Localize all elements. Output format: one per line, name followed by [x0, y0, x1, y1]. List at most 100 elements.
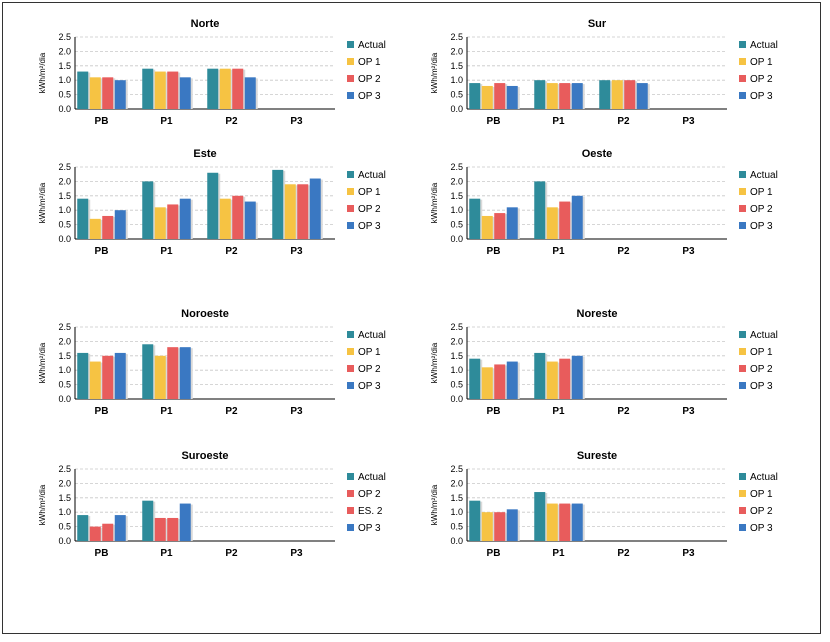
- x-tick-label: P3: [682, 406, 695, 417]
- y-tick-label: 0.0: [58, 104, 71, 114]
- bar: [506, 509, 518, 541]
- bar: [546, 83, 558, 109]
- legend-label: OP 3: [358, 381, 381, 392]
- legend-label: Actual: [750, 472, 778, 483]
- x-tick-label: P2: [617, 406, 630, 417]
- x-tick-label: P2: [617, 246, 630, 257]
- x-tick-label: PB: [487, 548, 501, 559]
- bar: [546, 361, 558, 399]
- bar: [114, 80, 126, 109]
- legend-label: OP 1: [358, 57, 381, 68]
- bar: [114, 210, 126, 239]
- bar: [546, 503, 558, 541]
- bar: [114, 515, 126, 541]
- bar: [102, 215, 114, 239]
- chart-title: Norte: [191, 18, 220, 30]
- y-tick-label: 1.5: [58, 351, 71, 361]
- chart-panel-oeste: Oeste 0.0 0.5 1.0 1.5 2.0 2.5 kWh/m²/dia PB P1 P2 P…: [430, 148, 778, 257]
- bar: [77, 71, 89, 109]
- y-tick-label: 2.0: [58, 46, 71, 56]
- legend-label: OP 3: [750, 221, 773, 232]
- legend-label: Actual: [750, 330, 778, 341]
- legend-swatch: [347, 92, 354, 99]
- bar: [179, 503, 191, 541]
- x-tick-label: P1: [160, 116, 173, 127]
- legend-swatch: [739, 507, 746, 514]
- legend-label: OP 3: [358, 221, 381, 232]
- y-tick-label: 0.5: [450, 522, 463, 532]
- y-tick-label: 2.5: [58, 464, 71, 474]
- bar: [494, 364, 506, 399]
- bar: [207, 68, 219, 109]
- legend-swatch: [739, 205, 746, 212]
- x-tick-label: P1: [552, 548, 565, 559]
- bar: [559, 201, 571, 239]
- x-tick-label: P1: [160, 406, 173, 417]
- x-tick-label: P2: [225, 548, 238, 559]
- y-tick-label: 2.5: [450, 322, 463, 332]
- bar: [559, 358, 571, 399]
- legend-label: OP 3: [358, 91, 381, 102]
- bar: [219, 68, 231, 109]
- legend-swatch: [347, 331, 354, 338]
- y-tick-label: 1.5: [450, 61, 463, 71]
- x-tick-label: P3: [290, 406, 303, 417]
- y-axis-label: kWh/m²/dia: [430, 182, 439, 223]
- y-tick-label: 2.5: [450, 464, 463, 474]
- legend-swatch: [739, 524, 746, 531]
- legend-label: Actual: [750, 170, 778, 181]
- bar: [481, 85, 493, 109]
- bar: [154, 517, 166, 541]
- bar: [309, 178, 321, 239]
- bar: [207, 172, 219, 239]
- legend-swatch: [739, 348, 746, 355]
- legend-label: OP 2: [750, 74, 773, 85]
- chart-panel-este: Este 0.0 0.5 1.0 1.5 2.0 2.5 kWh/m²/dia PB P1 P2 P3…: [38, 148, 386, 257]
- y-tick-label: 1.0: [450, 75, 463, 85]
- y-tick-label: 1.5: [58, 493, 71, 503]
- bar: [571, 83, 583, 109]
- y-tick-label: 0.5: [58, 220, 71, 230]
- x-tick-label: P1: [160, 246, 173, 257]
- x-tick-label: PB: [95, 246, 109, 257]
- bar: [469, 500, 481, 541]
- y-tick-label: 1.0: [450, 507, 463, 517]
- bar: [77, 515, 89, 541]
- legend-label: OP 3: [358, 523, 381, 534]
- x-tick-label: P2: [225, 116, 238, 127]
- bar: [219, 198, 231, 239]
- legend-swatch: [739, 473, 746, 480]
- legend-label: Actual: [358, 472, 386, 483]
- legend-swatch: [739, 188, 746, 195]
- y-tick-label: 1.0: [58, 205, 71, 215]
- legend-label: OP 3: [750, 381, 773, 392]
- bar: [469, 358, 481, 399]
- bar: [571, 195, 583, 239]
- chart-panel-norte: Norte 0.0 0.5 1.0 1.5 2.0 2.5 kWh/m²/dia PB P1 P2 P…: [38, 18, 386, 127]
- legend-label: Actual: [358, 40, 386, 51]
- x-tick-label: P1: [160, 548, 173, 559]
- x-tick-label: PB: [487, 246, 501, 257]
- y-tick-label: 2.0: [450, 336, 463, 346]
- legend-label: OP 2: [358, 74, 381, 85]
- y-tick-label: 0.0: [58, 234, 71, 244]
- legend-swatch: [347, 348, 354, 355]
- x-tick-label: P3: [290, 548, 303, 559]
- legend-swatch: [347, 58, 354, 65]
- y-tick-label: 0.0: [450, 394, 463, 404]
- bar: [494, 213, 506, 239]
- bar: [142, 68, 154, 109]
- bar: [481, 512, 493, 541]
- bar: [559, 503, 571, 541]
- bar: [167, 204, 179, 239]
- bar: [244, 201, 256, 239]
- bar: [89, 218, 101, 239]
- x-tick-label: P2: [225, 406, 238, 417]
- y-tick-label: 0.0: [450, 234, 463, 244]
- bar: [244, 77, 256, 109]
- legend-label: Actual: [750, 40, 778, 51]
- bar: [154, 207, 166, 239]
- legend-swatch: [739, 490, 746, 497]
- chart-panel-noroeste: Noroeste 0.0 0.5 1.0 1.5 2.0 2.5 kWh/m²/dia PB P1…: [38, 308, 386, 417]
- bar: [232, 68, 244, 109]
